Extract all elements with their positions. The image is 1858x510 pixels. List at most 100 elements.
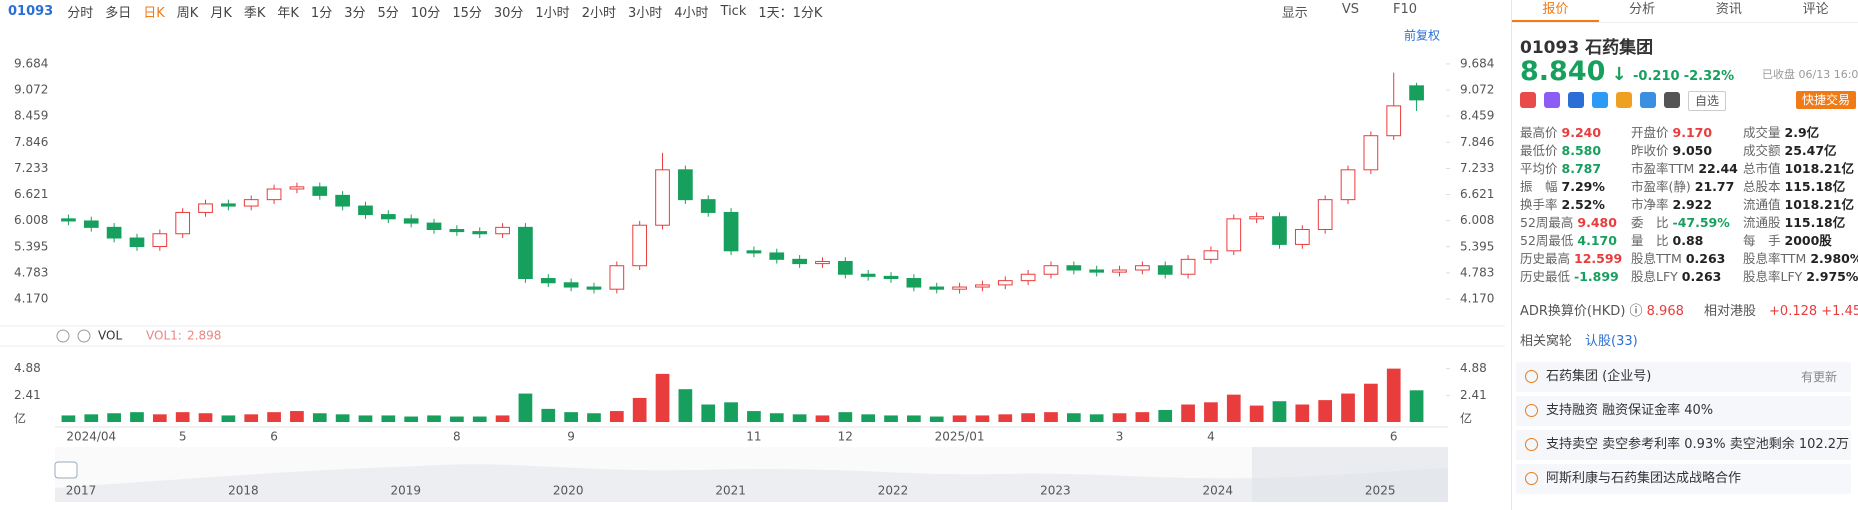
candle-body <box>1363 135 1379 171</box>
period[interactable]: 4小时 <box>674 5 709 21</box>
y-tick-label: 9.684 <box>14 56 48 70</box>
toolbar-item[interactable]: 显示 <box>1281 5 1308 21</box>
list-item[interactable]: 阿斯利康与石药集团达成战略合作 <box>1516 464 1851 494</box>
candle-body <box>632 224 648 267</box>
volume-bar <box>1158 409 1173 422</box>
trade-button[interactable]: 快捷交易 <box>1796 91 1857 109</box>
tab[interactable]: 资讯 <box>1715 2 1742 17</box>
y-tick-label: 7.233 <box>1460 161 1494 175</box>
period[interactable]: 15分 <box>452 5 482 21</box>
settings-icon[interactable] <box>56 329 70 343</box>
period[interactable]: 周K <box>176 5 199 21</box>
period[interactable]: 年K <box>277 5 299 21</box>
list-item[interactable]: 支持融资 融资保证金率 40% <box>1516 396 1851 426</box>
close-icon[interactable] <box>77 329 91 343</box>
toolbar-item[interactable]: F10 <box>1392 1 1417 17</box>
candle-body <box>906 278 922 288</box>
icon[interactable] <box>1640 92 1656 108</box>
volume-bar <box>130 412 144 422</box>
stat-label: 最高价 <box>1520 125 1558 140</box>
y-tick-label: 4.170 <box>14 291 48 305</box>
warrants-link[interactable]: 认股(33) <box>1585 334 1638 349</box>
tab[interactable]: 分析 <box>1629 2 1656 17</box>
toolbar-item[interactable]: VS <box>1341 1 1359 17</box>
stat-value: 8.580 <box>1561 143 1602 158</box>
x-tick-label: 8 <box>453 430 461 444</box>
stat: 成交量 2.9亿 <box>1743 122 1819 141</box>
candle-body <box>472 231 488 235</box>
period[interactable]: Tick <box>720 3 747 19</box>
stat-value: 0.263 <box>1685 251 1726 266</box>
candle-body <box>723 211 739 252</box>
icon[interactable] <box>1520 92 1536 108</box>
period[interactable]: 10分 <box>410 5 441 21</box>
candle-body <box>266 188 282 201</box>
stat: 振 幅 7.29% <box>1520 176 1605 195</box>
icon[interactable] <box>1616 92 1632 108</box>
volume-bar <box>404 416 419 422</box>
stat: 昨收价 9.050 <box>1631 140 1712 159</box>
volume-bar <box>1364 383 1378 422</box>
candle-body <box>1294 228 1310 245</box>
period[interactable]: 1天：1分K <box>758 5 823 21</box>
quote-panel: 报价 分析 资讯 评论 01093 石药集团 8.840 ↓ -0.210 -2.32… <box>1511 0 1858 510</box>
tab[interactable]: 评论 <box>1802 2 1829 17</box>
candle-body <box>152 233 168 248</box>
vol-tick-label: 2.41 <box>1460 388 1487 402</box>
item-note: 有更新 <box>1800 370 1837 384</box>
period[interactable]: 分时 <box>67 5 94 21</box>
icon[interactable] <box>1544 92 1560 108</box>
navigator-menu[interactable] <box>54 461 78 479</box>
warrants-label: 相关窝轮 <box>1520 334 1573 349</box>
period[interactable]: 1分 <box>310 5 333 21</box>
stat: 市盈率TTM 22.44 <box>1631 158 1738 177</box>
stat-value: 9.170 <box>1672 125 1713 140</box>
toolbar: 01093 分时 多日 日K 周K 月K 季K 年K 1分 3分 5分 10分 15分 30分 1小时 2小时… <box>0 0 1505 22</box>
symbol[interactable]: 01093 <box>8 3 54 19</box>
volume-bar <box>541 408 556 422</box>
candle-body <box>1020 273 1036 282</box>
relative-value: +0.128 +1.45% <box>1769 304 1858 319</box>
stat: 52周最低 4.170 <box>1520 230 1617 249</box>
period[interactable]: 日K <box>143 5 165 21</box>
period[interactable]: 季K <box>243 5 266 21</box>
tab[interactable]: 报价 <box>1512 0 1599 22</box>
navigator-window[interactable] <box>1252 447 1448 502</box>
stat-value: 2000股 <box>1784 233 1832 248</box>
period[interactable]: 多日 <box>105 5 132 21</box>
candle-body <box>700 199 716 213</box>
candle-body <box>1089 269 1105 273</box>
stat-value: -1.899 <box>1574 269 1619 284</box>
watch-button[interactable]: 自选 <box>1688 91 1727 111</box>
icon[interactable] <box>1664 92 1680 108</box>
period[interactable]: 月K <box>210 5 232 21</box>
period[interactable]: 1小时 <box>535 5 570 21</box>
volume-bar <box>1066 413 1081 422</box>
list-item[interactable]: 支持卖空 卖空参考利率 0.93% 卖空池剩余 102.2万股 <box>1516 430 1851 482</box>
period[interactable]: 2小时 <box>581 5 616 21</box>
candle-body <box>883 275 899 280</box>
candle-body <box>746 250 762 254</box>
item-icon <box>1525 404 1538 417</box>
icon[interactable] <box>1568 92 1584 108</box>
stat-label: 总市值 <box>1743 161 1781 176</box>
stat-label: 开盘价 <box>1631 125 1669 140</box>
stat: 历史最高 12.599 <box>1520 248 1622 267</box>
icon[interactable] <box>1592 92 1608 108</box>
list-item[interactable]: 石药集团 (企业号) 有更新 <box>1516 362 1851 392</box>
period[interactable]: 3小时 <box>627 5 663 21</box>
adjust-label: 前复权 <box>1404 28 1440 43</box>
candle-body <box>312 186 328 196</box>
candle-body <box>1043 265 1059 275</box>
period[interactable]: 5分 <box>377 5 399 21</box>
volume-bar <box>678 389 693 422</box>
period[interactable]: 30分 <box>493 5 524 21</box>
candle-body <box>540 278 556 284</box>
candle-body <box>61 218 76 222</box>
volume-bar <box>838 412 853 422</box>
x-tick-label: 6 <box>270 430 278 444</box>
volume-bar <box>724 402 738 422</box>
candle-body <box>426 222 442 230</box>
volume-bar <box>1204 402 1218 422</box>
period[interactable]: 3分 <box>344 5 366 21</box>
